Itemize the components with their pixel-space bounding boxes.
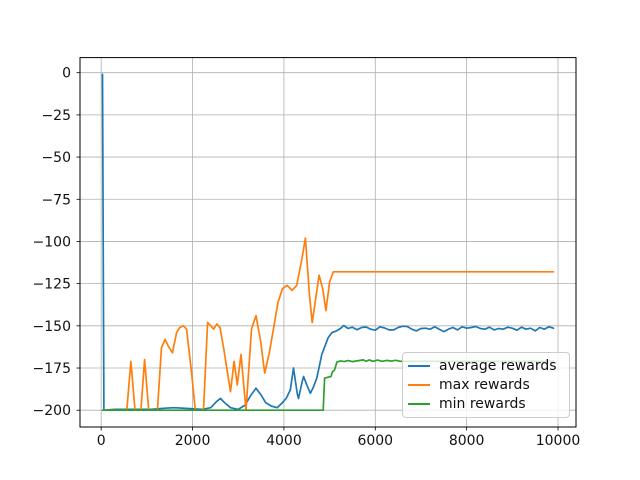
series-line-min-rewards	[101, 359, 555, 412]
x-tick-label: 10000	[536, 433, 581, 449]
x-tick-label: 4000	[266, 433, 302, 449]
legend-label-min-rewards: min rewards	[439, 396, 526, 413]
tick-labels: 0 2000 4000 6000 8000 10000 0 −25 −50 −75 −100 −125…	[33, 66, 581, 449]
x-tick-label: 8000	[449, 433, 485, 449]
legend-row-max-rewards: max rewards	[408, 375, 564, 394]
x-tick-label: 6000	[357, 433, 393, 449]
legend-line-max-rewards-icon	[408, 383, 430, 386]
legend-line-average-rewards-icon	[408, 364, 430, 367]
y-tick-label: −100	[33, 234, 71, 250]
chart-legend: average rewards max rewards min rewards	[402, 352, 570, 418]
tick-marks	[76, 72, 559, 431]
y-tick-label: −175	[33, 361, 71, 377]
axes-frame	[79, 57, 577, 428]
series-line-max-rewards	[101, 237, 555, 412]
x-tick-label: 2000	[175, 433, 211, 449]
x-tick-label: 0	[97, 433, 106, 449]
y-tick-label: −25	[41, 108, 71, 124]
y-tick-label: −75	[41, 192, 71, 208]
legend-line-min-rewards-icon	[408, 403, 430, 406]
legend-label-average-rewards: average rewards	[439, 357, 557, 374]
y-tick-label: −125	[33, 277, 71, 293]
y-tick-label: −200	[33, 403, 71, 419]
y-tick-label: −50	[41, 150, 71, 166]
series-line-average-rewards	[101, 73, 555, 412]
y-tick-label: −150	[33, 319, 71, 335]
legend-row-min-rewards: min rewards	[408, 395, 564, 414]
legend-row-average-rewards: average rewards	[408, 356, 564, 375]
y-tick-label: 0	[62, 66, 71, 82]
legend-label-max-rewards: max rewards	[439, 376, 530, 393]
